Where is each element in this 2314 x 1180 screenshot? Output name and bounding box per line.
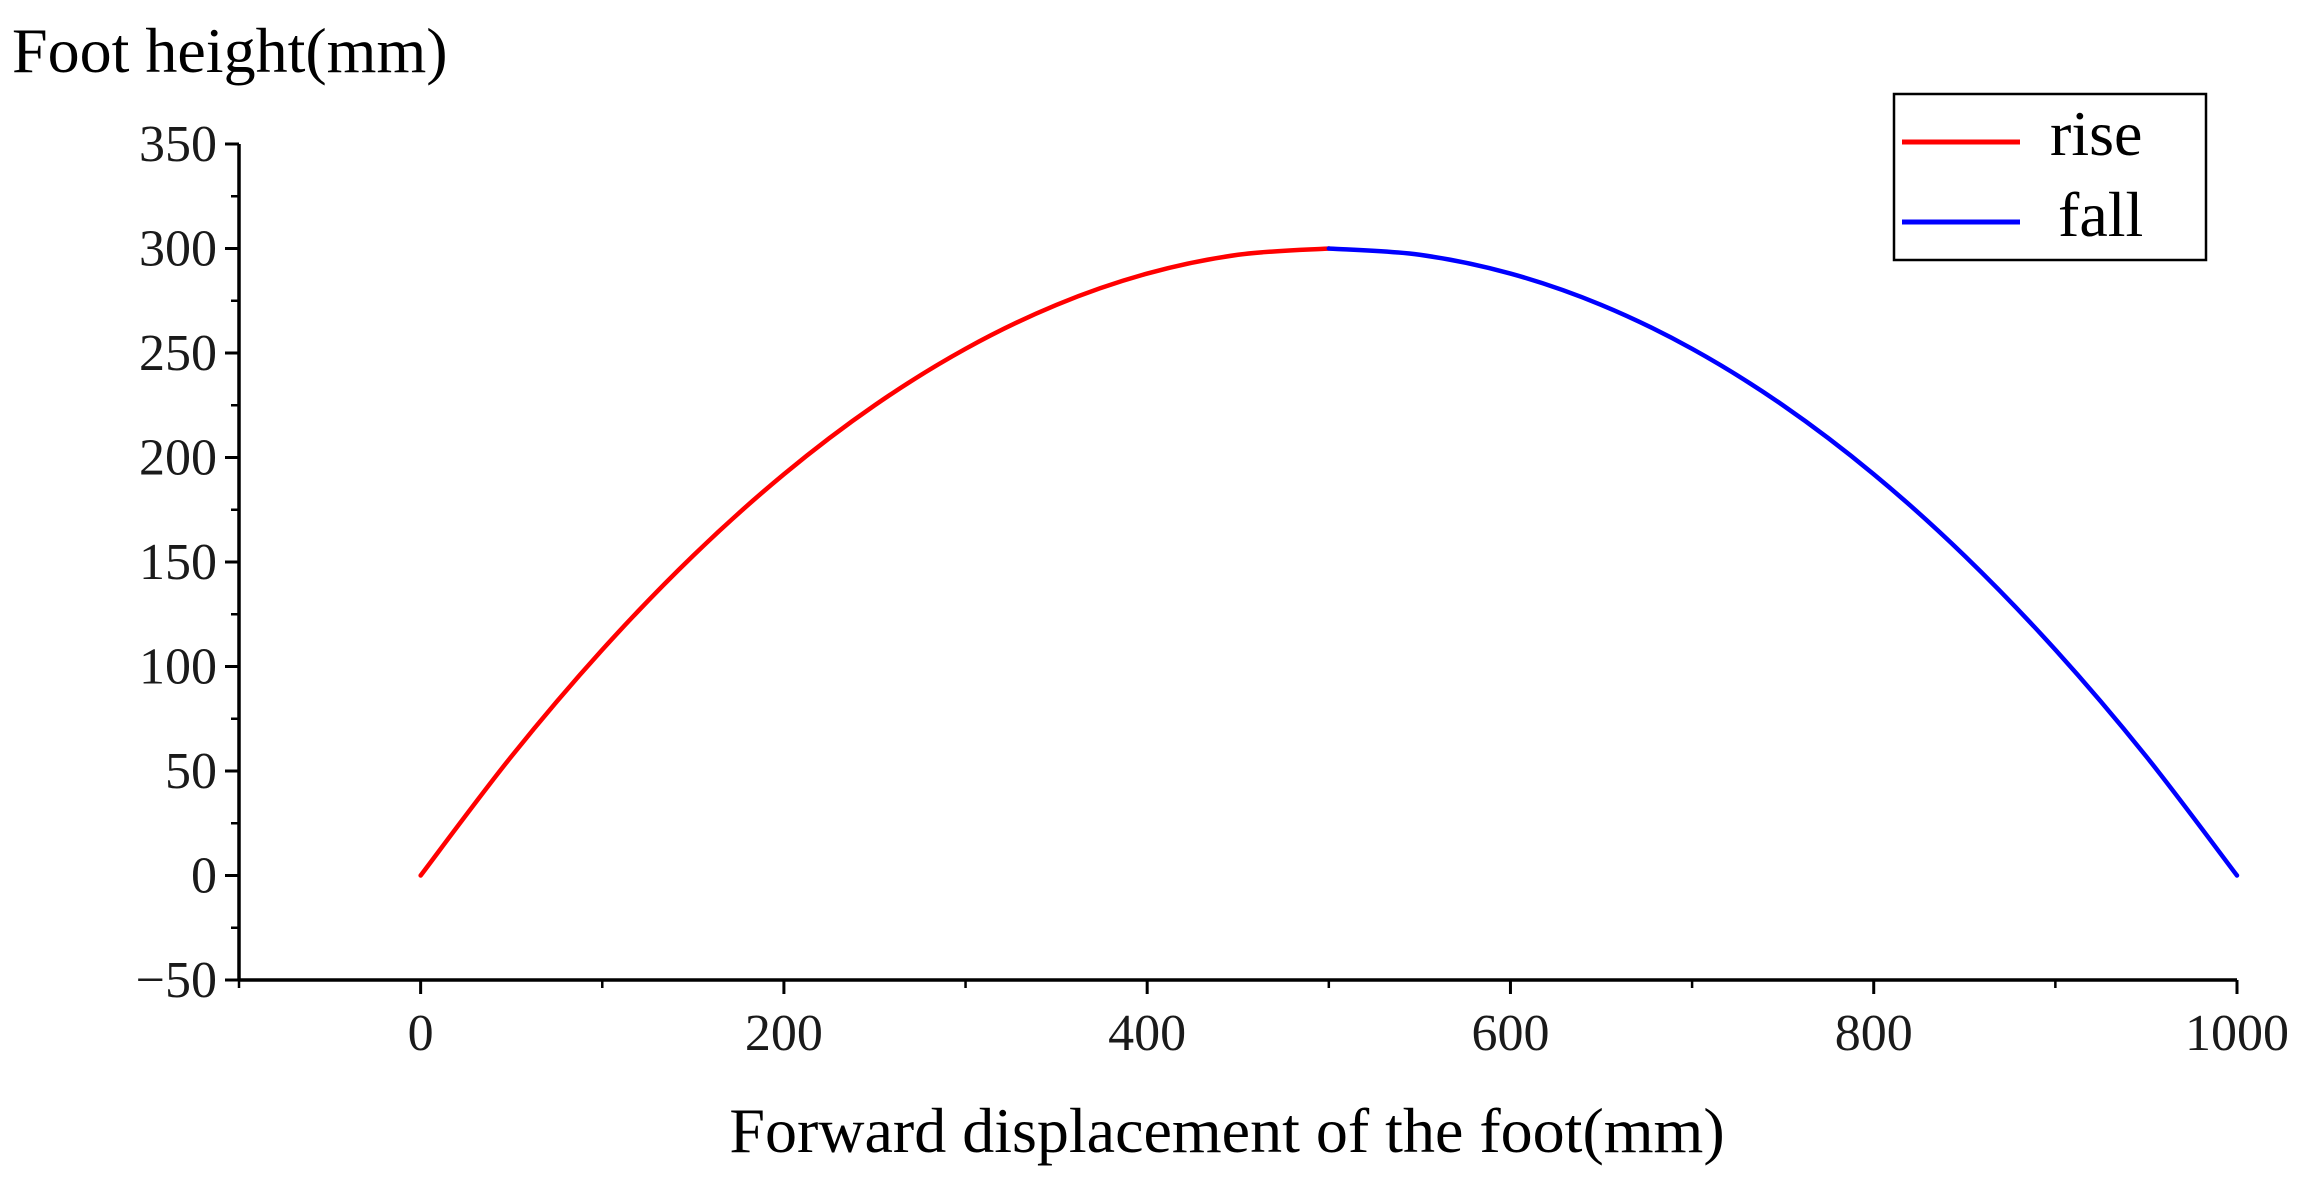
x-axis-title: Forward displacement of the foot(mm) bbox=[729, 1095, 1724, 1166]
y-tick-label: 300 bbox=[139, 221, 217, 278]
y-tick-label: 350 bbox=[139, 116, 217, 173]
legend-box bbox=[1892, 92, 2208, 262]
x-tick-label: 600 bbox=[1471, 1005, 1549, 1062]
legend: rise fall bbox=[1892, 92, 2208, 262]
x-tick-label: 400 bbox=[1108, 1005, 1186, 1062]
y-tick-label: 200 bbox=[139, 430, 217, 487]
legend-label-fall: fall bbox=[2058, 179, 2143, 250]
y-tick-label: 250 bbox=[139, 325, 217, 382]
tick-marks bbox=[225, 142, 2239, 994]
x-tick-label: 200 bbox=[745, 1005, 823, 1062]
series-line-rise bbox=[418, 246, 1332, 878]
x-tick-label: 800 bbox=[1835, 1005, 1913, 1062]
series-lines bbox=[418, 246, 2240, 878]
y-tick-label: 150 bbox=[139, 534, 217, 591]
y-tick-label: 50 bbox=[165, 743, 217, 800]
y-axis-title: Foot height(mm) bbox=[12, 15, 448, 86]
legend-label-rise: rise bbox=[2050, 98, 2142, 169]
x-tick-label: 1000 bbox=[2185, 1005, 2289, 1062]
y-tick-label: 100 bbox=[139, 639, 217, 696]
series-line-fall bbox=[1326, 246, 2240, 878]
axes bbox=[237, 144, 2237, 982]
y-tick-label: 0 bbox=[191, 848, 217, 905]
tick-labels: −50 0 50 100 150 200 250 300 350 0 200 400 600 800 100… bbox=[136, 116, 2289, 1062]
y-tick-label: −50 bbox=[136, 952, 217, 1009]
x-tick-label: 0 bbox=[408, 1005, 434, 1062]
